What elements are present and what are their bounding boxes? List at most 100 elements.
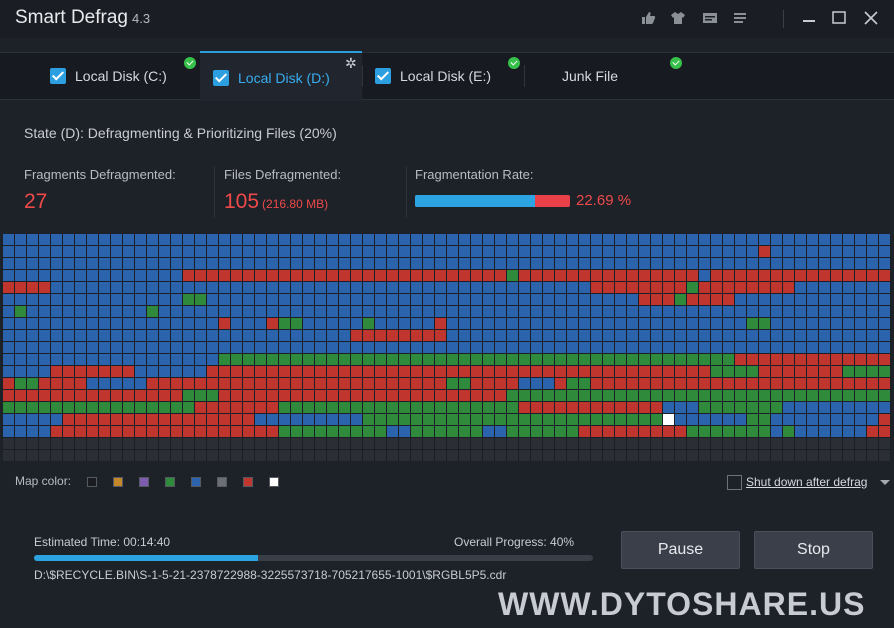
- message-icon[interactable]: [702, 10, 718, 26]
- minimize-icon[interactable]: [799, 8, 819, 28]
- disk-cluster-cell: [351, 318, 362, 329]
- disk-cluster-cell: [15, 306, 26, 317]
- disk-cluster-cell: [183, 414, 194, 425]
- disk-cluster-cell: [663, 414, 674, 425]
- disk-cluster-cell: [771, 450, 782, 461]
- maximize-icon[interactable]: [829, 8, 849, 28]
- disk-cluster-cell: [495, 294, 506, 305]
- disk-cluster-cell: [75, 282, 86, 293]
- disk-cluster-cell: [351, 294, 362, 305]
- tab-local-disk-d[interactable]: Local Disk (D:) ✲: [200, 51, 362, 101]
- disk-cluster-cell: [843, 366, 854, 377]
- shirt-icon[interactable]: [670, 10, 686, 26]
- disk-cluster-cell: [99, 258, 110, 269]
- disk-cluster-cell: [639, 246, 650, 257]
- disk-cluster-cell: [63, 450, 74, 461]
- shutdown-label[interactable]: Shut down after defrag: [746, 475, 868, 489]
- disk-cluster-cell: [543, 330, 554, 341]
- disk-cluster-cell: [675, 234, 686, 245]
- disk-cluster-cell: [843, 282, 854, 293]
- disk-cluster-cell: [183, 342, 194, 353]
- disk-cluster-cell: [87, 282, 98, 293]
- disk-cluster-cell: [111, 414, 122, 425]
- disk-cluster-cell: [555, 426, 566, 437]
- disk-cluster-cell: [111, 270, 122, 281]
- disk-cluster-cell: [39, 234, 50, 245]
- disk-cluster-cell: [87, 390, 98, 401]
- pause-button[interactable]: Pause: [621, 531, 740, 569]
- disk-cluster-cell: [15, 450, 26, 461]
- disk-cluster-cell: [615, 342, 626, 353]
- disk-cluster-cell: [855, 378, 866, 389]
- disk-cluster-cell: [627, 342, 638, 353]
- thumbs-up-icon[interactable]: [640, 10, 656, 26]
- disk-cluster-cell: [771, 330, 782, 341]
- disk-cluster-cell: [27, 426, 38, 437]
- disk-cluster-cell: [363, 294, 374, 305]
- tab-local-disk-c[interactable]: Local Disk (C:): [37, 53, 197, 99]
- disk-cluster-cell: [591, 270, 602, 281]
- stop-button[interactable]: Stop: [754, 531, 873, 569]
- disk-cluster-cell: [747, 306, 758, 317]
- disk-cluster-cell: [123, 438, 134, 449]
- disk-cluster-cell: [291, 366, 302, 377]
- disk-cluster-cell: [111, 318, 122, 329]
- disk-e-checkbox[interactable]: [375, 68, 391, 84]
- disk-cluster-cell: [615, 426, 626, 437]
- disk-cluster-cell: [267, 294, 278, 305]
- disk-cluster-cell: [279, 378, 290, 389]
- disk-cluster-cell: [411, 246, 422, 257]
- tab-local-disk-e[interactable]: Local Disk (E:): [362, 53, 524, 99]
- chevron-down-icon[interactable]: [880, 480, 890, 485]
- disk-cluster-cell: [711, 246, 722, 257]
- disk-d-checkbox[interactable]: [213, 70, 229, 86]
- disk-cluster-cell: [99, 342, 110, 353]
- disk-cluster-cell: [387, 294, 398, 305]
- disk-cluster-cell: [507, 306, 518, 317]
- tab-junk-file[interactable]: Junk File: [524, 53, 684, 99]
- disk-cluster-cell: [615, 402, 626, 413]
- disk-cluster-cell: [723, 294, 734, 305]
- disk-cluster-cell: [735, 354, 746, 365]
- disk-cluster-cell: [63, 366, 74, 377]
- disk-cluster-cell: [555, 438, 566, 449]
- disk-cluster-cell: [135, 246, 146, 257]
- disk-cluster-cell: [867, 366, 878, 377]
- disk-cluster-cell: [627, 282, 638, 293]
- disk-cluster-cell: [675, 450, 686, 461]
- disk-c-checkbox[interactable]: [50, 68, 66, 84]
- disk-cluster-cell: [495, 318, 506, 329]
- disk-cluster-cell: [399, 306, 410, 317]
- disk-cluster-cell: [747, 318, 758, 329]
- list-icon[interactable]: [732, 10, 748, 26]
- disk-cluster-cell: [423, 450, 434, 461]
- disk-cluster-cell: [819, 378, 830, 389]
- disk-cluster-cell: [411, 426, 422, 437]
- disk-cluster-cell: [231, 354, 242, 365]
- disk-cluster-cell: [87, 246, 98, 257]
- disk-cluster-cell: [759, 402, 770, 413]
- disk-cluster-cell: [255, 246, 266, 257]
- disk-cluster-cell: [147, 366, 158, 377]
- disk-cluster-cell: [219, 270, 230, 281]
- disk-cluster-cell: [171, 354, 182, 365]
- disk-cluster-cell: [735, 330, 746, 341]
- disk-cluster-cell: [843, 270, 854, 281]
- disk-cluster-cell: [579, 270, 590, 281]
- disk-cluster-cell: [15, 414, 26, 425]
- disk-cluster-cell: [807, 450, 818, 461]
- disk-cluster-cell: [351, 306, 362, 317]
- disk-cluster-cell: [519, 294, 530, 305]
- disk-cluster-cell: [747, 330, 758, 341]
- disk-cluster-cell: [735, 282, 746, 293]
- disk-cluster-cell: [459, 342, 470, 353]
- disk-cluster-cell: [63, 306, 74, 317]
- disk-cluster-cell: [519, 258, 530, 269]
- disk-cluster-cell: [459, 270, 470, 281]
- disk-cluster-cell: [291, 234, 302, 245]
- disk-cluster-cell: [195, 342, 206, 353]
- disk-cluster-cell: [243, 318, 254, 329]
- close-icon[interactable]: [861, 8, 881, 28]
- shutdown-checkbox[interactable]: [727, 475, 742, 490]
- disk-cluster-cell: [303, 450, 314, 461]
